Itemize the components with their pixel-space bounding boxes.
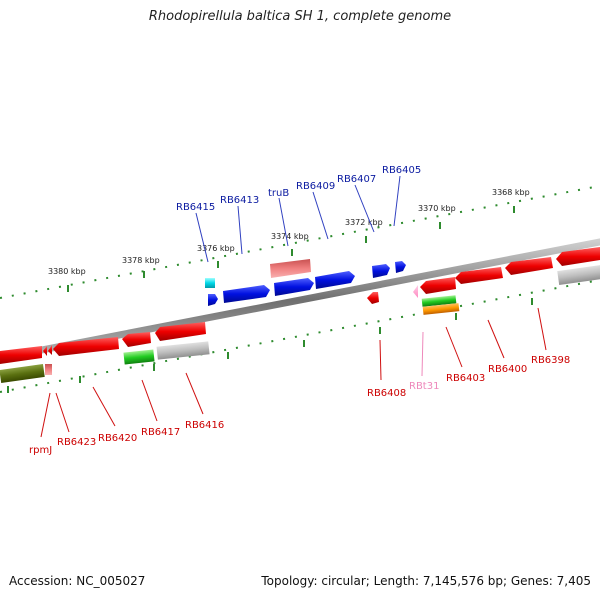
gene-label[interactable]: truB [268,188,289,199]
gene-arrow-forward [395,261,406,273]
scale-label: 3368 kbp [492,188,530,197]
gene-feature-pink [45,364,52,375]
gene-label[interactable]: RB6420 [98,433,137,444]
gene-label[interactable]: RBt31 [409,381,439,392]
forward-label-leaders [195,175,401,263]
gene-arrow-reverse [122,332,151,347]
gene-arrow-reverse [505,257,553,275]
inner-tick-track [0,279,600,393]
scale-label: 3370 kbp [418,204,456,213]
gene-feature-gray [156,341,210,360]
gene-label[interactable]: RB6417 [141,427,180,438]
reverse-label-leaders [40,307,547,438]
gene-arrow-reverse [455,267,503,284]
gene-label[interactable]: RB6415 [176,202,215,213]
gene-label[interactable]: rpmJ [29,445,52,456]
gene-arrow-reverse [155,322,206,341]
gene-arrow-reverse [367,292,379,304]
scale-label: 3376 kbp [197,244,235,253]
scale-label: 3380 kbp [48,267,86,276]
forward-genes [205,259,406,306]
gene-arrow-forward [223,285,270,303]
gene-arrow-reverse [53,337,119,356]
gene-label[interactable]: RB6409 [296,181,335,192]
gene-label[interactable]: RB6423 [57,437,96,448]
gene-feature-gray [557,265,600,285]
reverse-genes [0,247,600,383]
gene-label[interactable]: RB6405 [382,165,421,176]
gene-label[interactable]: RB6400 [488,364,527,375]
gene-arrow-forward [208,294,218,306]
genome-summary-text: Topology: circular; Length: 7,145,576 bp… [261,574,591,588]
gene-label[interactable]: RB6407 [337,174,376,185]
gene-feature-cyan [205,278,215,288]
outer-major-ticks [67,206,515,292]
gene-label[interactable]: RB6416 [185,420,224,431]
scale-label: 3372 kbp [345,218,383,227]
gene-feature-olive [0,363,45,383]
map-title: Rhodopirellula baltica SH 1, complete ge… [148,9,452,24]
gene-arrow-forward [372,264,390,278]
gene-arrow-reverse [43,346,47,356]
outer-tick-track [0,185,600,299]
inner-major-ticks [7,298,533,393]
gene-label[interactable]: RB6403 [446,373,485,384]
gene-arrow-reverse [48,345,52,355]
rna-label-leader [421,331,424,377]
gene-arrow-reverse [556,247,600,266]
scale-label: 3374 kbp [271,232,309,241]
gene-label[interactable]: RB6413 [220,195,259,206]
gene-label[interactable]: RB6408 [367,388,406,399]
accession-text: Accession: NC_005027 [9,574,146,588]
gene-label[interactable]: RB6398 [531,355,570,366]
rna-gene [413,285,418,298]
gene-arrow-forward [315,271,355,289]
gene-feature-green [421,295,457,307]
gene-feature-green [123,349,155,365]
gene-arrow-reverse [0,346,42,364]
gene-feature-orange [422,303,460,315]
scale-label: 3378 kbp [122,256,160,265]
gene-arrow-reverse [420,277,456,294]
gene-feature-pink [270,259,311,278]
gene-arrow-forward [274,278,314,296]
